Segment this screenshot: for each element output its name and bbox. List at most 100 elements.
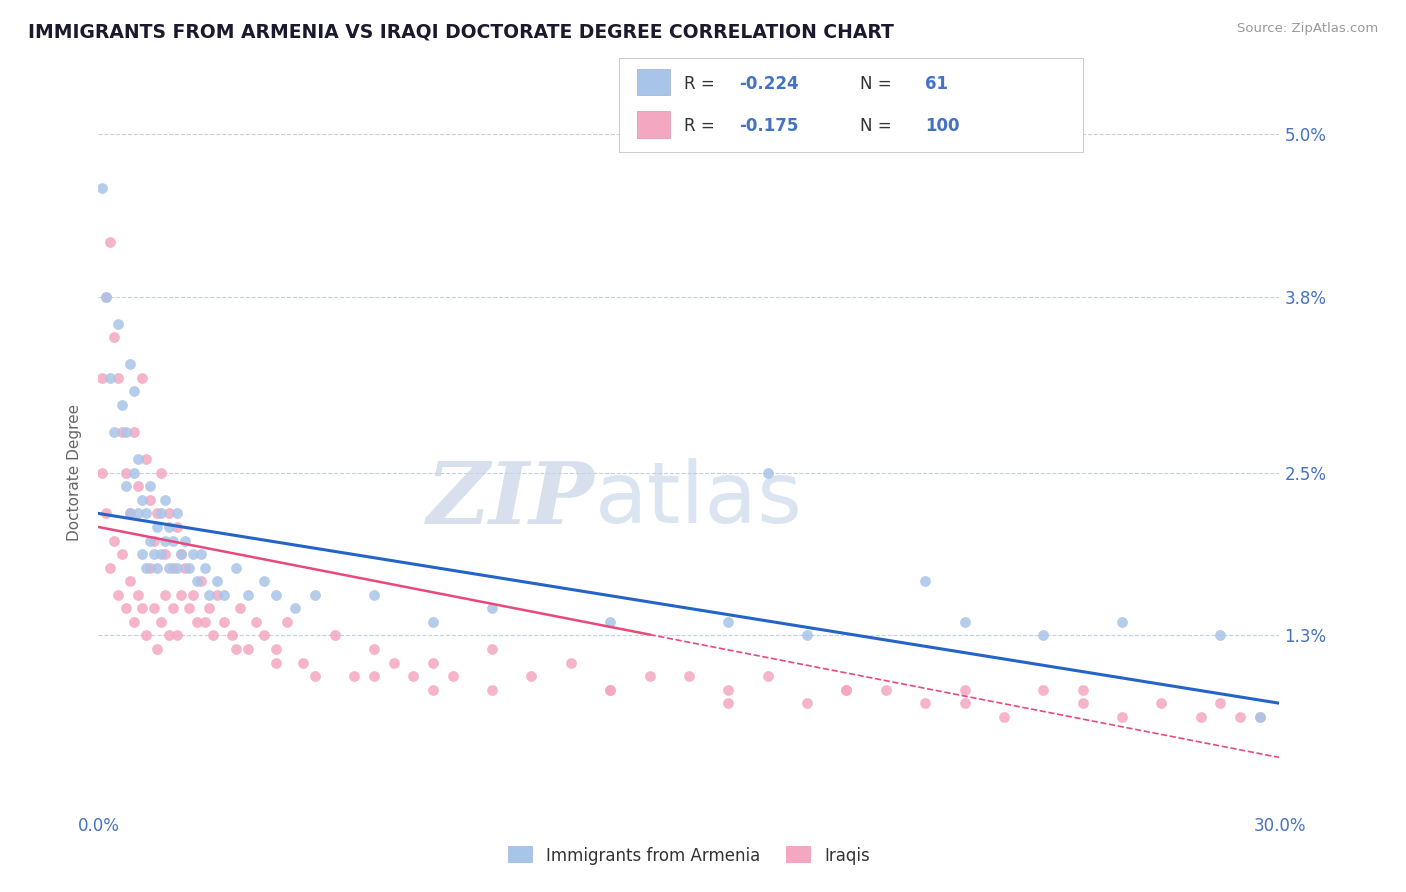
Point [304, 669, 326, 683]
Point [135, 560, 157, 574]
Point [225, 642, 247, 657]
Point [343, 669, 366, 683]
Text: N =: N = [860, 117, 897, 135]
Point [98, 371, 121, 385]
Point [402, 669, 425, 683]
Point [382, 656, 405, 670]
Point [1071, 696, 1094, 710]
Point [96, 507, 118, 521]
Text: -0.175: -0.175 [740, 117, 799, 135]
Point [236, 642, 259, 657]
Point [131, 601, 153, 615]
Point [1111, 710, 1133, 724]
Text: 100: 100 [925, 117, 959, 135]
Point [111, 425, 134, 439]
Point [481, 642, 503, 657]
Point [186, 574, 208, 589]
Point [304, 588, 326, 602]
Point [170, 547, 193, 561]
Point [292, 656, 315, 670]
Point [122, 615, 145, 629]
Point [221, 628, 243, 642]
Point [155, 533, 177, 548]
Point [155, 588, 177, 602]
Point [181, 547, 204, 561]
Point [166, 507, 188, 521]
Point [276, 615, 298, 629]
Point [127, 507, 149, 521]
Point [599, 615, 621, 629]
Point [127, 452, 149, 467]
Point [181, 588, 204, 602]
Text: atlas: atlas [595, 458, 803, 541]
Legend: Immigrants from Armenia, Iraqis: Immigrants from Armenia, Iraqis [502, 839, 876, 871]
Point [993, 710, 1015, 724]
Point [796, 696, 818, 710]
Point [157, 628, 180, 642]
Point [150, 507, 173, 521]
Point [162, 601, 184, 615]
Point [107, 317, 129, 331]
Point [229, 601, 252, 615]
Point [115, 466, 138, 480]
Point [599, 682, 621, 697]
Point [1189, 710, 1212, 724]
Point [422, 615, 444, 629]
Point [170, 547, 193, 561]
Point [194, 615, 217, 629]
Point [441, 669, 464, 683]
Point [264, 656, 287, 670]
Point [264, 642, 287, 657]
Point [91, 466, 114, 480]
Point [205, 574, 228, 589]
Point [756, 466, 779, 480]
Text: N =: N = [860, 75, 897, 93]
Point [194, 560, 217, 574]
Point [560, 656, 582, 670]
Point [107, 371, 129, 385]
Point [146, 642, 169, 657]
Point [481, 601, 503, 615]
Point [174, 533, 197, 548]
Point [96, 289, 118, 303]
Text: ZIP: ZIP [426, 458, 595, 541]
Point [115, 479, 138, 493]
Point [162, 560, 184, 574]
Point [135, 628, 157, 642]
Point [122, 466, 145, 480]
Point [253, 628, 276, 642]
Point [190, 547, 212, 561]
Point [103, 330, 125, 344]
Point [131, 547, 153, 561]
Point [953, 682, 976, 697]
Point [214, 615, 236, 629]
Point [363, 669, 385, 683]
Text: IMMIGRANTS FROM ARMENIA VS IRAQI DOCTORATE DEGREE CORRELATION CHART: IMMIGRANTS FROM ARMENIA VS IRAQI DOCTORA… [28, 22, 894, 41]
Point [177, 601, 200, 615]
Point [162, 533, 184, 548]
Point [236, 588, 259, 602]
Point [953, 696, 976, 710]
Point [1249, 710, 1271, 724]
Point [157, 520, 180, 534]
Point [122, 425, 145, 439]
Point [201, 628, 224, 642]
Point [1071, 682, 1094, 697]
Point [1032, 682, 1054, 697]
Bar [637, 112, 669, 137]
Point [914, 574, 936, 589]
Point [1249, 710, 1271, 724]
Point [150, 615, 173, 629]
Point [103, 425, 125, 439]
Point [138, 533, 160, 548]
Point [1229, 710, 1251, 724]
Point [599, 682, 621, 697]
Point [1111, 615, 1133, 629]
Point [717, 682, 740, 697]
Point [111, 547, 134, 561]
Point [363, 588, 385, 602]
Point [150, 547, 173, 561]
Point [214, 588, 236, 602]
Point [284, 601, 307, 615]
Point [323, 628, 346, 642]
